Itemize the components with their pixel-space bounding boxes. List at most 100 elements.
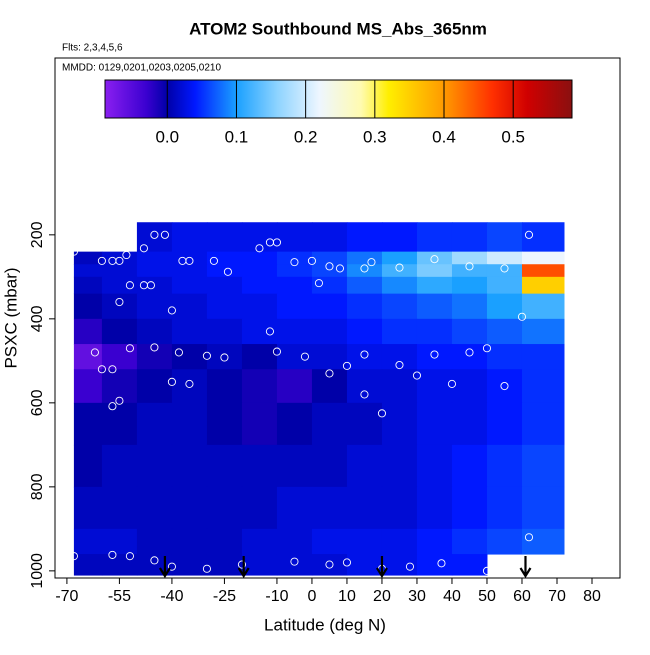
- y-tick-label: 600: [29, 389, 46, 416]
- colorbar-tick-label: 0.2: [294, 127, 318, 146]
- sample-point: [174, 348, 183, 357]
- heatmap-cell: [241, 554, 278, 576]
- colorbar-tick-label: 0.5: [501, 127, 525, 146]
- heatmap-cell: [416, 528, 453, 555]
- heatmap-cell: [241, 251, 278, 265]
- heatmap-cell: [241, 318, 278, 345]
- heatmap-cell: [206, 444, 243, 488]
- arrow-marker: [237, 556, 250, 579]
- sample-point: [185, 379, 194, 388]
- heatmap-cell: [451, 369, 488, 404]
- heatmap-cell: [276, 293, 313, 320]
- sample-point: [342, 361, 352, 370]
- heatmap-cell: [486, 528, 523, 555]
- sample-point: [314, 279, 323, 288]
- heatmap-cell: [311, 528, 348, 555]
- heatmap-cell: [381, 486, 418, 530]
- heatmap-cell: [171, 251, 208, 265]
- arrow-marker: [158, 556, 171, 579]
- heatmap-cell: [171, 554, 208, 576]
- heatmap-cell: [381, 344, 418, 370]
- heatmap-cell: [101, 293, 138, 320]
- sample-point: [272, 347, 281, 356]
- sample-point: [150, 556, 159, 565]
- y-tick-label: 1000: [29, 553, 46, 589]
- heatmap-cell: [241, 344, 278, 370]
- heatmap-cell: [73, 528, 103, 555]
- heatmap-cell: [381, 276, 418, 295]
- heatmap-cell: [73, 318, 103, 345]
- heatmap-cell: [451, 318, 488, 345]
- x-tick-label: -70: [55, 588, 78, 605]
- heatmap-cell: [416, 402, 453, 446]
- sample-point: [90, 348, 99, 357]
- heatmap-cell: [206, 402, 243, 446]
- sample-point: [108, 365, 117, 374]
- heatmap-cell: [206, 369, 243, 404]
- sample-point: [335, 264, 345, 273]
- heatmap-cell: [451, 554, 488, 576]
- axes: 0.0 0.1 0.2 0.3 0.4 0.5 -70 -55 -40 -25 -10 0 10 20 30…: [29, 80, 601, 605]
- sample-point: [325, 369, 334, 378]
- x-tick-label: 30: [408, 588, 426, 605]
- heatmap-cell: [136, 402, 173, 446]
- sample-point: [237, 560, 246, 569]
- heatmap-cell: [381, 528, 418, 555]
- x-tick-label: -10: [265, 588, 288, 605]
- heatmap-cell: [136, 222, 173, 253]
- heatmap-cell: [101, 486, 138, 530]
- heatmap-cell: [521, 251, 565, 265]
- heatmap-cell: [101, 264, 138, 278]
- heatmap-cell: [73, 264, 103, 278]
- heatmap-cell: [171, 264, 208, 278]
- heatmap-cell: [416, 276, 453, 295]
- heatmap-cell: [486, 486, 523, 530]
- colorbar-tick-label: 0.3: [363, 127, 387, 146]
- heatmap-cell: [276, 344, 313, 370]
- heatmap-cell: [486, 369, 523, 404]
- heatmap-cell: [136, 528, 173, 555]
- heatmap-cell: [101, 369, 138, 404]
- heatmap-cell: [206, 528, 243, 555]
- sample-point: [115, 256, 124, 265]
- heatmap-cell: [136, 293, 173, 320]
- x-tick-label: 70: [548, 588, 566, 605]
- heatmap-cell: [346, 444, 383, 488]
- heatmap-cell: [521, 369, 565, 404]
- sample-point: [125, 552, 134, 561]
- sample-point: [122, 250, 131, 260]
- heatmap-cell: [136, 554, 173, 576]
- x-axis-title: Latitude (deg N): [264, 615, 386, 634]
- heatmap-cell: [311, 251, 348, 265]
- heatmap-cell: [311, 264, 348, 278]
- sample-point: [167, 306, 176, 315]
- heatmap-cell: [521, 344, 565, 370]
- heatmap-cell: [451, 402, 488, 446]
- heatmap-cell: [311, 276, 348, 295]
- heatmap-cell: [521, 264, 565, 278]
- arrow-marker: [376, 556, 388, 579]
- heatmap-cell: [101, 318, 138, 345]
- sample-point: [290, 557, 299, 566]
- heatmap-cell: [136, 444, 173, 488]
- heatmap-cell: [416, 369, 453, 404]
- sample-point: [97, 365, 106, 374]
- y-tick-label: 800: [29, 473, 46, 500]
- heatmap-cell: [136, 251, 173, 265]
- sample-point: [150, 343, 159, 352]
- heatmap-cell: [206, 222, 243, 253]
- heatmap-cell: [346, 222, 383, 253]
- y-tick-label: 400: [29, 305, 46, 332]
- sample-point: [360, 390, 369, 399]
- sample-point: [160, 230, 169, 239]
- sample-point: [202, 564, 211, 573]
- heatmap-cell: [206, 486, 243, 530]
- sample-point: [465, 348, 474, 357]
- heatmap-cell: [451, 251, 488, 265]
- heatmap-cell: [486, 276, 523, 295]
- heatmap-cell: [101, 402, 138, 446]
- heatmap-cell: [311, 293, 348, 320]
- heatmap-cell: [311, 318, 348, 345]
- sample-point: [167, 562, 176, 571]
